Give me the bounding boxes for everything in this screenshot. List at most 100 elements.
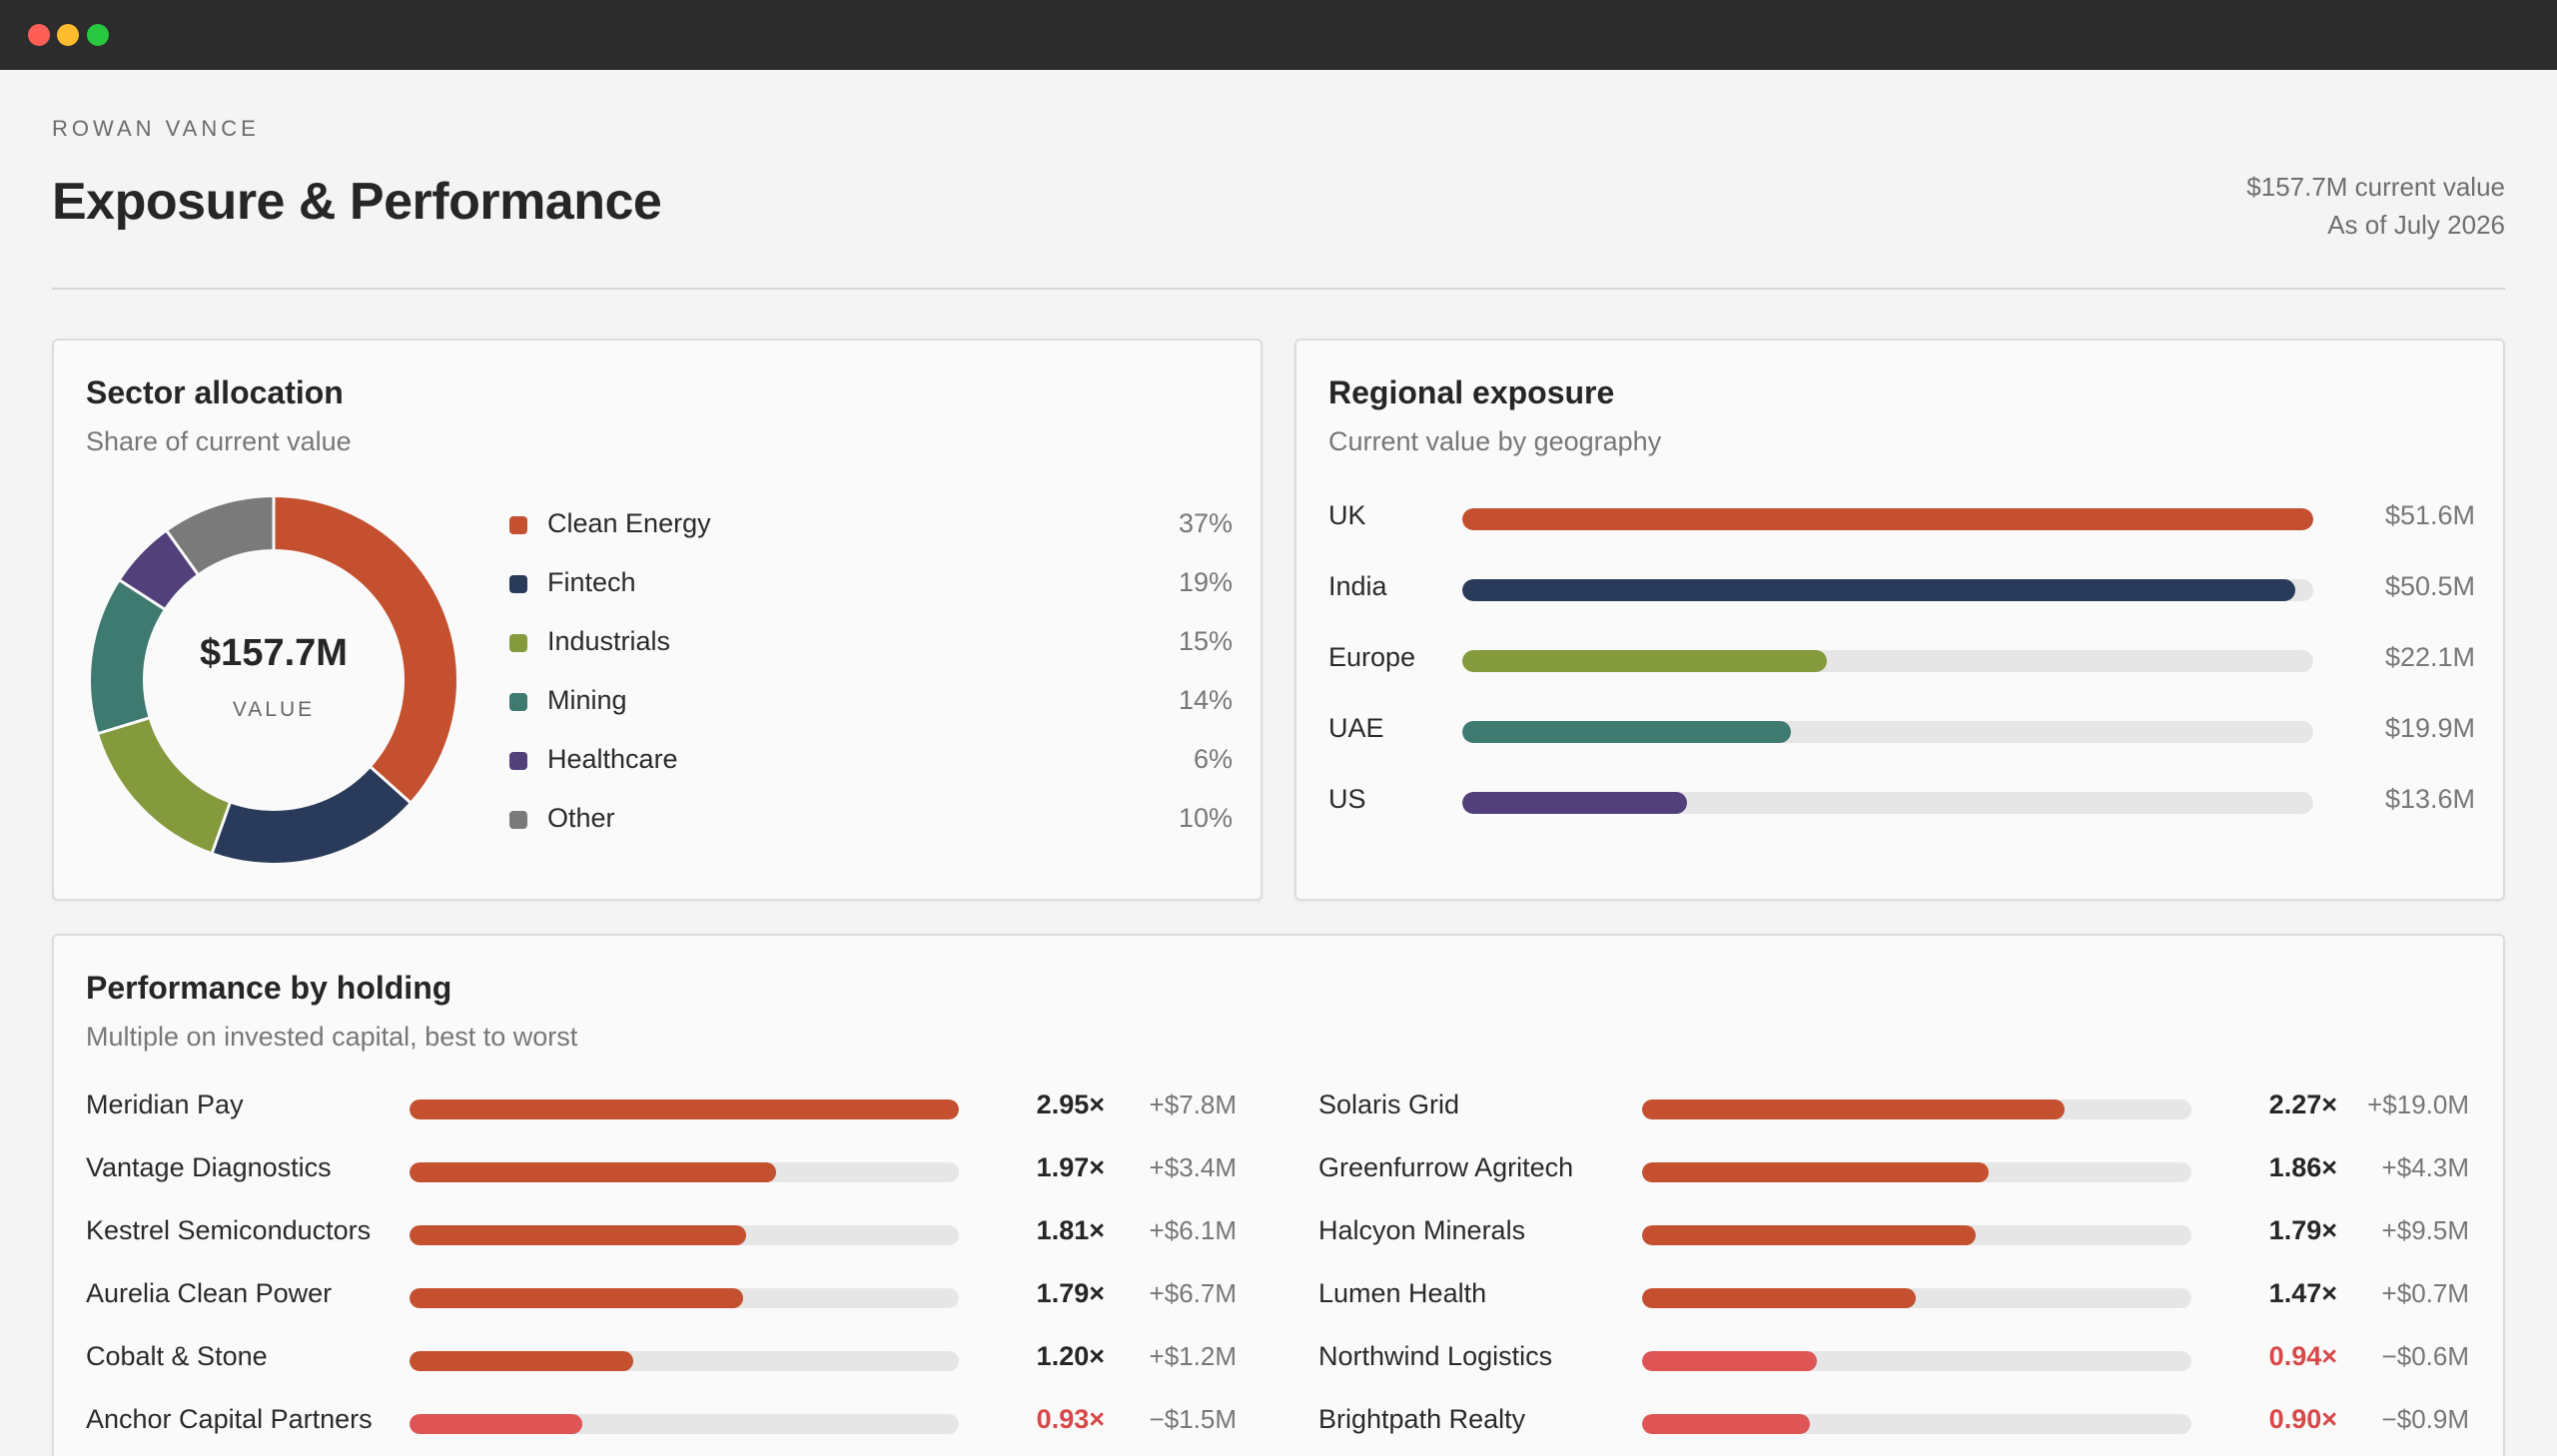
legend-swatch [509, 811, 527, 829]
donut-slice [91, 497, 456, 863]
holding-name: Solaris Grid [1318, 1090, 1460, 1119]
legend-swatch [509, 516, 527, 534]
region-bar-track [1462, 650, 2313, 672]
holding-multiple: 1.47× [2268, 1278, 2337, 1308]
region-value: $51.6M [2384, 500, 2475, 530]
holding-gain: −$0.6M [2381, 1341, 2469, 1371]
region-card-subtitle: Current value by geography [1328, 426, 1662, 456]
holding-multiple: 0.94× [2268, 1341, 2337, 1371]
holding-bar [1642, 1099, 2066, 1119]
holding-multiple: 1.79× [2268, 1215, 2337, 1245]
legend-swatch [509, 634, 527, 652]
region-card-title: Regional exposure [1328, 374, 1615, 410]
holding-gain: +$3.4M [1149, 1152, 1237, 1182]
legend-item-name: Fintech [547, 567, 636, 597]
legend-swatch [509, 575, 527, 593]
holding-bar-track [1642, 1414, 2191, 1434]
holding-bar-track [410, 1162, 959, 1182]
holding-multiple: 2.95× [1036, 1090, 1105, 1119]
legend-item: Other 10% [509, 801, 1233, 860]
region-row: India $50.5M [1328, 571, 2475, 642]
holding-bar-track [410, 1351, 959, 1371]
holding-bar-track [1642, 1099, 2191, 1119]
window-titlebar [0, 0, 2557, 70]
region-name: UAE [1328, 713, 1384, 743]
close-window-button[interactable] [28, 24, 50, 46]
holding-bar-track [410, 1288, 959, 1308]
zoom-window-button[interactable] [87, 24, 109, 46]
performance-card-subtitle: Multiple on invested capital, best to wo… [86, 1022, 578, 1052]
holding-multiple: 1.97× [1036, 1152, 1105, 1182]
holding-bar [1642, 1162, 1989, 1182]
region-bar-track [1462, 579, 2313, 601]
holding-gain: +$6.7M [1149, 1278, 1237, 1308]
as-of-date: As of July 2026 [2327, 210, 2505, 240]
sector-legend: Clean Energy 37% Fintech 19% Industrials 15% M… [509, 506, 1233, 860]
holding-row: Anchor Capital Partners 0.93× −$1.5M [86, 1404, 1237, 1456]
holding-bar [410, 1099, 959, 1119]
legend-item: Clean Energy 37% [509, 506, 1233, 565]
holding-gain: −$0.9M [2381, 1404, 2469, 1434]
holding-name: Greenfurrow Agritech [1318, 1152, 1574, 1182]
legend-item-percent: 37% [1178, 508, 1233, 538]
header-divider [52, 288, 2505, 290]
region-name: UK [1328, 500, 1366, 530]
sector-card-subtitle: Share of current value [86, 426, 352, 456]
donut-center-value: $157.7M [200, 632, 348, 674]
legend-item: Healthcare 6% [509, 742, 1233, 801]
holding-row: Lumen Health 1.47× +$0.7M [1318, 1278, 2469, 1341]
region-bar [1462, 792, 1687, 814]
region-bar [1462, 650, 1827, 672]
holding-gain: +$4.3M [2381, 1152, 2469, 1182]
legend-swatch [509, 752, 527, 770]
holding-bar-track [1642, 1225, 2191, 1245]
region-name: US [1328, 784, 1366, 814]
holding-row: Halcyon Minerals 1.79× +$9.5M [1318, 1215, 2469, 1278]
holding-bar-track [1642, 1288, 2191, 1308]
holding-gain: +$19.0M [2367, 1090, 2469, 1119]
holding-bar [410, 1288, 743, 1308]
holding-bar-track [1642, 1162, 2191, 1182]
legend-item: Mining 14% [509, 683, 1233, 742]
holding-bar [1642, 1351, 1818, 1371]
donut-slice [91, 497, 456, 863]
region-row: Europe $22.1M [1328, 642, 2475, 713]
donut-slice-separator [117, 578, 167, 612]
holding-row: Aurelia Clean Power 1.79× +$6.7M [86, 1278, 1237, 1341]
region-value: $19.9M [2384, 713, 2475, 743]
legend-item-name: Clean Energy [547, 508, 711, 538]
holding-multiple: 1.79× [1036, 1278, 1105, 1308]
region-bar-track [1462, 508, 2313, 530]
holding-row: Greenfurrow Agritech 1.86× +$4.3M [1318, 1152, 2469, 1215]
holding-row: Kestrel Semiconductors 1.81× +$6.1M [86, 1215, 1237, 1278]
holding-name: Aurelia Clean Power [86, 1278, 333, 1308]
region-row: UK $51.6M [1328, 500, 2475, 571]
holding-bar [410, 1225, 747, 1245]
holding-row: Meridian Pay 2.95× +$7.8M [86, 1090, 1237, 1152]
holding-bar-track [410, 1414, 959, 1434]
performance-card: Performance by holding Multiple on inves… [52, 934, 2505, 1456]
donut-slice-separator [96, 716, 152, 736]
holding-multiple: 1.81× [1036, 1215, 1105, 1245]
holding-row: Cobalt & Stone 1.20× +$1.2M [86, 1341, 1237, 1404]
region-value: $22.1M [2384, 642, 2475, 672]
region-row: US $13.6M [1328, 784, 2475, 855]
legend-item: Industrials 15% [509, 624, 1233, 683]
performance-column-left: Meridian Pay 2.95× +$7.8M Vantage Diagnosti… [86, 1090, 1237, 1456]
minimize-window-button[interactable] [57, 24, 79, 46]
region-value: $13.6M [2384, 784, 2475, 814]
legend-item-name: Industrials [547, 626, 671, 656]
holding-bar-track [1642, 1351, 2191, 1371]
holding-name: Vantage Diagnostics [86, 1152, 332, 1182]
holding-multiple: 2.27× [2268, 1090, 2337, 1119]
holding-gain: +$0.7M [2381, 1278, 2469, 1308]
holding-row: Northwind Logistics 0.94× −$0.6M [1318, 1341, 2469, 1404]
portfolio-owner: ROWAN VANCE [52, 116, 260, 141]
holding-row: Brightpath Realty 0.90× −$0.9M [1318, 1404, 2469, 1456]
legend-item-percent: 10% [1178, 803, 1233, 833]
holding-gain: +$7.8M [1149, 1090, 1237, 1119]
legend-swatch [509, 693, 527, 711]
holding-multiple: 0.93× [1036, 1404, 1105, 1434]
region-value: $50.5M [2384, 571, 2475, 601]
legend-item-name: Other [547, 803, 615, 833]
